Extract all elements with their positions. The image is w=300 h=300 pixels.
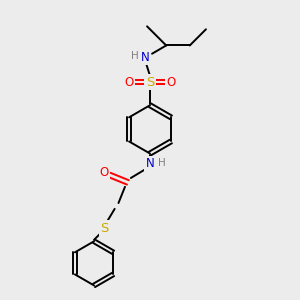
Text: S: S [100,221,109,235]
Text: N: N [141,51,150,64]
Text: H: H [130,51,138,61]
Text: O: O [124,76,134,89]
Text: N: N [146,157,154,170]
Text: O: O [167,76,176,89]
Text: H: H [158,158,166,168]
Text: S: S [146,76,154,89]
Text: O: O [100,166,109,178]
